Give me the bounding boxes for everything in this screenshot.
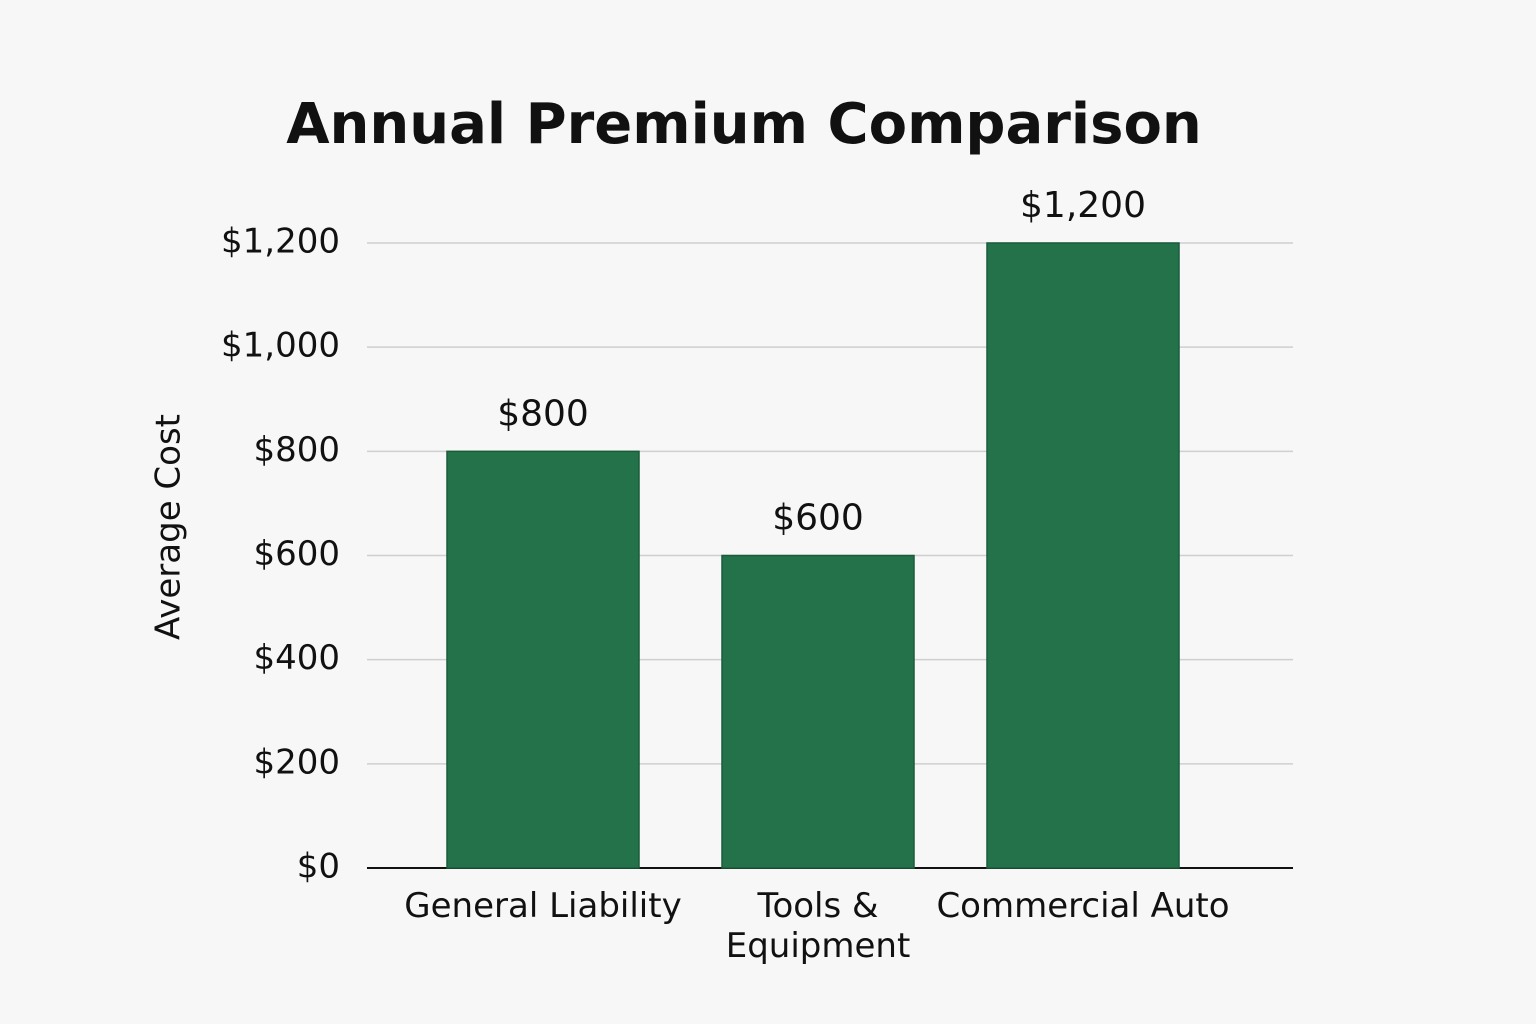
- y-tick-label: $200: [253, 742, 340, 782]
- y-tick-label: $600: [253, 534, 340, 574]
- bar: [986, 242, 1180, 869]
- y-tick-label: $800: [253, 430, 340, 470]
- bar: [446, 450, 640, 869]
- y-tick-label: $1,200: [221, 222, 340, 262]
- value-label: $600: [772, 498, 864, 539]
- bar: [721, 554, 915, 869]
- y-tick-label: $0: [297, 847, 340, 887]
- value-label: $800: [497, 393, 589, 434]
- value-label: $1,200: [1020, 185, 1146, 226]
- y-tick-label: $1,000: [221, 326, 340, 366]
- x-tick-label-box: Commercial Auto: [936, 886, 1230, 926]
- x-tick-label-box: General Liability: [404, 886, 682, 926]
- x-tick-label-box: Tools & Equipment: [725, 886, 911, 966]
- y-axis-label: Average Cost: [149, 414, 189, 640]
- x-tick-label: Commercial Auto: [936, 886, 1230, 926]
- chart-title: Annual Premium Comparison: [286, 92, 1202, 157]
- y-tick-label: $400: [253, 638, 340, 678]
- x-tick-label: Tools & Equipment: [725, 886, 911, 966]
- x-tick-label: General Liability: [404, 886, 682, 926]
